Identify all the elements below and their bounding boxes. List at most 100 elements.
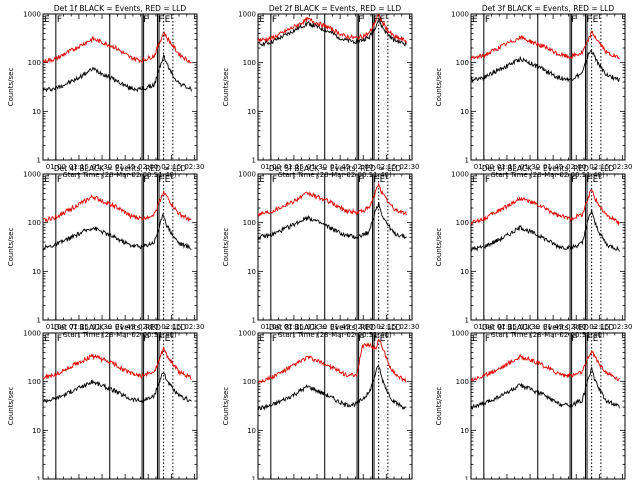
chart-panel-4: Det 4f BLACK = Events, RED = LLD 1 10 100 10… [7,164,205,339]
y-tick-label: 1000 [238,171,256,179]
event-markers [43,174,174,320]
series-events-line [471,209,620,252]
y-axis-label: Counts/sec [222,68,230,107]
series-events-line [43,53,192,93]
marker-label: E [259,15,265,25]
chart-panel-5: Det 5f BLACK = Events, RED = LLD 1 10 100 10… [222,164,420,339]
marker-label: E [380,334,386,344]
y-tick-label: 1000 [23,171,41,179]
chart-title: Det 9f BLACK = Events, RED = LLD [482,323,615,332]
x-axis-label: Start Time (28-Mar-02 00:51:40) [63,171,177,179]
series-events-line [258,365,407,411]
event-markers [471,174,602,320]
y-tick-label: 1 [37,317,41,325]
x-tick-label: 02:30 [399,163,419,171]
x-tick-label: 02:15 [376,163,396,171]
y-axis-label: Counts/sec [222,228,230,267]
y-tick-label: 1 [37,476,41,480]
marker-label: F [158,334,163,344]
x-tick-label: 01:00 [261,163,281,171]
x-tick-label: 01:30 [92,323,112,331]
y-tick-label: 100 [28,59,41,67]
x-tick-label: 02:30 [612,323,632,331]
y-tick-label: 100 [456,378,469,386]
y-tick-label: 100 [28,219,41,227]
series-lld-line [471,30,620,61]
marker-label: F [143,175,148,185]
marker-label: E [259,175,265,185]
event-markers [43,333,174,479]
series-group [43,346,192,404]
series-group [43,31,192,93]
event-markers [258,333,389,479]
x-tick-label: 02:30 [184,163,204,171]
x-tick-label: 01:15 [69,323,89,331]
series-events-line [43,371,192,404]
y-tick-label: 10 [32,268,41,276]
x-axis-label: Start Time (28-Mar-02 00:51:40) [491,171,605,179]
chart-panel-7: Det 7f BLACK = Events, RED = LLD 1 10 100 10… [7,323,198,480]
plot-frame [470,13,626,161]
marker-label: F [57,15,62,25]
marker-label: F [586,175,591,185]
x-tick-label: 01:15 [284,163,304,171]
x-tick-label: 01:45 [115,323,135,331]
x-tick-label: 01:15 [69,163,89,171]
marker-label: F [571,334,576,344]
y-axis: 1 10 100 1000 [238,330,412,480]
y-tick-label: 1 [465,317,469,325]
chart-panel-8: Det 8f BLACK = Events, RED = LLD 1 10 100 10… [222,323,413,480]
y-axis-label: Counts/sec [7,387,15,426]
event-markers [258,14,389,160]
marker-label: F [571,175,576,185]
y-tick-label: 1 [252,476,256,480]
y-axis-label: Counts/sec [435,228,443,267]
chart-panel-2: Det 2f BLACK = Events, RED = LLD 1 10 100 10… [222,4,420,179]
x-tick-label: 01:00 [46,163,66,171]
marker-label: F [57,175,62,185]
marker-label: E [472,175,478,185]
x-tick-label: 01:30 [520,323,540,331]
y-tick-label: 100 [28,378,41,386]
x-tick-label: 01:45 [543,163,563,171]
y-tick-label: 100 [243,378,256,386]
event-markers [471,14,602,160]
marker-label: F [272,15,277,25]
x-tick-label: 01:45 [115,163,135,171]
y-tick-label: 10 [460,268,469,276]
chart-title: Det 1f BLACK = Events, RED = LLD [54,4,187,13]
series-lld-line [471,189,620,226]
marker-label: F [485,15,490,25]
marker-label: E [259,334,265,344]
x-tick-label: 01:30 [307,163,327,171]
chart-title: Det 3f BLACK = Events, RED = LLD [482,4,615,13]
series-events-line [43,212,192,251]
marker-label: E [380,175,386,185]
y-tick-label: 1000 [238,11,256,19]
series-lld-line [43,346,192,381]
series-group [43,190,192,251]
marker-label: F [358,175,363,185]
x-tick-label: 02:00 [138,323,158,331]
chart-title: Det 7f BLACK = Events, RED = LLD [54,323,187,332]
plot-frame [470,173,626,321]
y-tick-label: 10 [247,427,256,435]
x-tick-label: 02:00 [566,323,586,331]
y-tick-label: 1000 [451,330,469,338]
marker-label: E [44,175,50,185]
y-tick-label: 1000 [451,11,469,19]
marker-label: E [44,334,50,344]
series-group [471,189,620,252]
y-tick-label: 1 [465,476,469,480]
plot-frame [257,173,413,321]
marker-label: E [165,334,171,344]
series-lld-line [471,349,620,382]
marker-label: E [165,175,171,185]
marker-label: F [158,175,163,185]
plot-frame [470,332,626,480]
y-axis-label: Counts/sec [7,228,15,267]
